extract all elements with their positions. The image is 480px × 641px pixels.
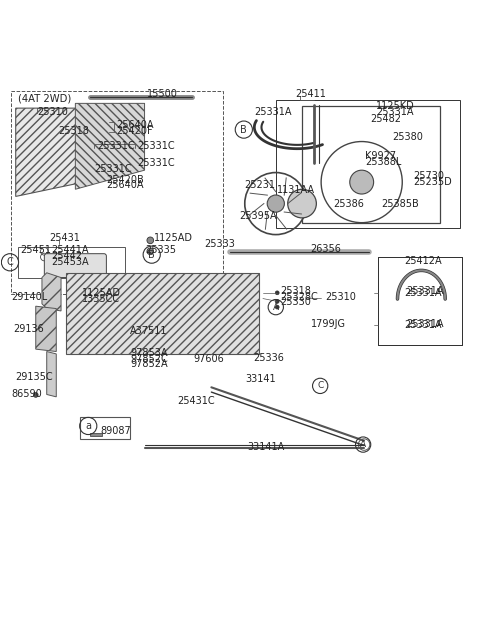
Text: 25331A: 25331A [405, 320, 442, 330]
Text: 25331A: 25331A [405, 288, 442, 298]
Text: 97852A: 97852A [130, 360, 168, 369]
Text: 1125AD: 1125AD [154, 233, 193, 244]
Text: 25451: 25451 [21, 246, 51, 255]
Polygon shape [36, 306, 56, 351]
Text: 25331A: 25331A [406, 286, 444, 296]
Text: 25235D: 25235D [413, 177, 452, 187]
Text: 25331C: 25331C [97, 141, 134, 151]
Text: a: a [85, 421, 91, 431]
Text: 1125AD: 1125AD [82, 288, 120, 298]
Text: A: A [360, 440, 366, 449]
Text: 1125KD: 1125KD [376, 101, 415, 111]
Circle shape [350, 170, 373, 194]
Text: A: A [273, 303, 279, 312]
Text: 26356: 26356 [311, 244, 341, 254]
Circle shape [288, 189, 316, 218]
Text: 25331A: 25331A [406, 319, 444, 329]
Text: 25388L: 25388L [365, 156, 401, 167]
Text: 25412A: 25412A [405, 256, 442, 266]
Text: 25335: 25335 [145, 246, 177, 255]
Text: 25380: 25380 [393, 132, 423, 142]
Text: 33141A: 33141A [247, 442, 285, 453]
Text: 25442: 25442 [51, 251, 82, 261]
Text: 25318: 25318 [281, 286, 312, 296]
Circle shape [276, 291, 279, 295]
Text: 25331C: 25331C [137, 158, 175, 168]
Circle shape [34, 392, 38, 397]
Text: 25640A: 25640A [107, 181, 144, 190]
Text: 1799JG: 1799JG [311, 319, 346, 329]
Circle shape [147, 237, 154, 244]
Text: 25310: 25310 [37, 107, 68, 117]
Text: 25330: 25330 [281, 297, 312, 308]
Text: 29135C: 29135C [16, 372, 53, 382]
Text: 97852C: 97852C [130, 354, 168, 363]
Text: C: C [317, 381, 324, 390]
Circle shape [147, 248, 154, 254]
Text: 25453A: 25453A [51, 257, 89, 267]
Text: 15500: 15500 [147, 89, 178, 99]
Polygon shape [90, 433, 102, 437]
Text: 25411: 25411 [295, 89, 326, 99]
Text: 97853A: 97853A [130, 348, 168, 358]
Text: 89087: 89087 [101, 426, 132, 437]
Text: 97606: 97606 [194, 354, 225, 363]
Circle shape [276, 299, 279, 303]
Text: 25420B: 25420B [107, 175, 144, 185]
Text: 25333: 25333 [204, 239, 235, 249]
Polygon shape [47, 351, 56, 397]
Text: B: B [148, 249, 155, 260]
Text: A37511: A37511 [130, 326, 168, 336]
Text: 1335CC: 1335CC [82, 294, 120, 304]
Text: 25318: 25318 [59, 126, 90, 135]
Polygon shape [16, 108, 107, 196]
Text: 25231: 25231 [244, 181, 275, 190]
Text: 86590: 86590 [11, 390, 42, 399]
Text: 25431: 25431 [49, 233, 80, 244]
Polygon shape [75, 103, 144, 189]
Text: 25331A: 25331A [376, 107, 413, 117]
Text: 25331A: 25331A [254, 107, 292, 117]
Polygon shape [66, 273, 259, 354]
Text: 25310: 25310 [325, 292, 356, 302]
Circle shape [267, 195, 284, 212]
Polygon shape [42, 273, 61, 311]
Text: 25336: 25336 [253, 353, 284, 363]
Text: 1131AA: 1131AA [277, 185, 315, 196]
FancyBboxPatch shape [44, 254, 107, 278]
Text: 29140L: 29140L [11, 292, 47, 302]
Text: 25640A: 25640A [116, 120, 154, 130]
Circle shape [276, 305, 279, 309]
Text: (4AT 2WD): (4AT 2WD) [18, 94, 72, 104]
Text: 29136: 29136 [13, 324, 44, 334]
Text: 25730: 25730 [413, 171, 444, 181]
Text: 25331C: 25331C [137, 141, 175, 151]
Text: 25386: 25386 [333, 199, 364, 208]
Text: 25420F: 25420F [116, 126, 153, 135]
Text: 25331C: 25331C [95, 163, 132, 174]
Text: K9927: K9927 [365, 151, 396, 161]
Text: C: C [7, 257, 13, 267]
Text: 25431C: 25431C [177, 395, 215, 406]
Text: 25441A: 25441A [51, 246, 88, 255]
Text: 25395A: 25395A [239, 210, 276, 221]
Text: 25385B: 25385B [381, 199, 419, 208]
Text: 33141: 33141 [246, 374, 276, 384]
Text: 25328C: 25328C [281, 292, 318, 302]
Text: B: B [240, 124, 247, 135]
Text: 25482: 25482 [370, 114, 401, 124]
